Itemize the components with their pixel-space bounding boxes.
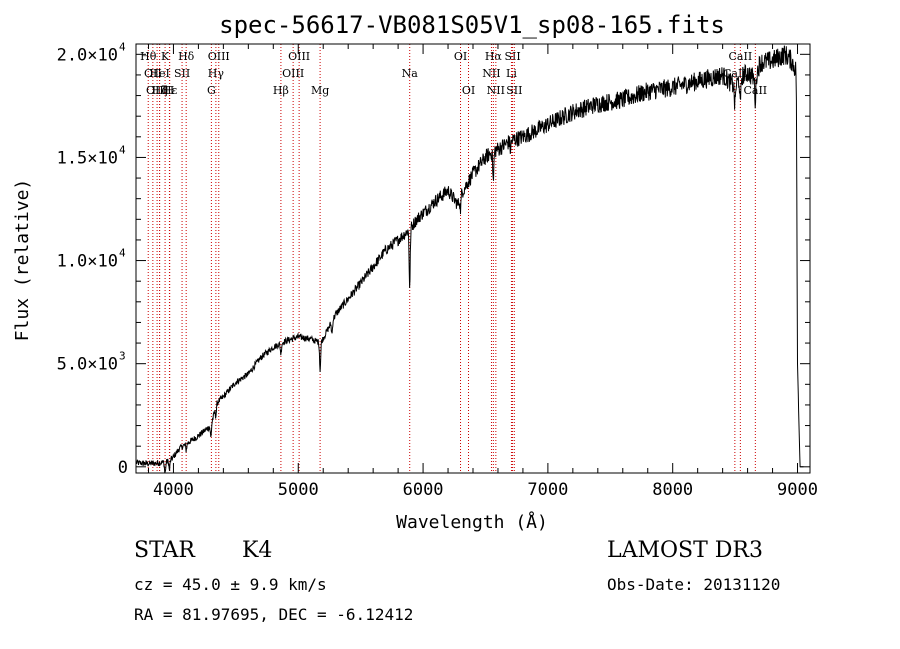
line-marker-label: Mg (311, 84, 329, 97)
line-marker-label: OIII (208, 50, 230, 63)
object-subclass: K4 (242, 538, 273, 563)
x-tick-label: 7000 (527, 480, 568, 500)
plot-frame (135, 43, 811, 474)
line-marker-label: Hγ (208, 67, 225, 80)
x-tick-label: 9000 (777, 480, 818, 500)
y-tick-label: 2.0×10 (57, 45, 118, 65)
obs-date-text: Obs-Date: 20131120 (607, 575, 781, 594)
y-tick-label: 5.0×10 (57, 355, 118, 375)
object-class: STAR (134, 538, 195, 563)
line-marker-label: OIII (282, 67, 304, 80)
line-marker-label: OIII (288, 50, 310, 63)
redshift-text: cz = 45.0 ± 9.9 km/s (134, 575, 327, 594)
x-axis-ticks: 4000 5000 6000 7000 8000 9000 (147, 44, 818, 500)
line-marker-label: OI (462, 84, 475, 97)
line-marker-label: Li (506, 67, 517, 80)
y-tick-exponent: 3 (119, 350, 126, 363)
x-tick-label: 8000 (652, 480, 693, 500)
line-marker-label: SII (504, 50, 520, 63)
survey-name: LAMOST DR3 (607, 538, 763, 563)
line-marker-label: Hδ (178, 50, 195, 63)
y-tick-exponent: 4 (119, 143, 126, 156)
y-tick-exponent: 4 (119, 40, 126, 53)
line-marker-label: SII (506, 84, 522, 97)
y-tick-label: 0 (118, 458, 128, 478)
line-marker-label: OII (144, 67, 162, 80)
line-marker-label: HeI (149, 67, 169, 80)
y-tick-exponent: 4 (119, 247, 126, 260)
line-marker-label: NII (482, 67, 500, 80)
x-tick-label: 4000 (153, 480, 194, 500)
line-marker-label: Hε (162, 84, 178, 97)
spectrum-line (135, 45, 804, 473)
line-marker-label: H (165, 84, 175, 97)
x-tick-label: 5000 (278, 480, 319, 500)
x-axis-label: Wavelength (Å) (396, 511, 548, 533)
line-marker-label: NII (487, 84, 505, 97)
x-tick-label: 6000 (403, 480, 444, 500)
line-marker-label: Hθ (140, 50, 157, 63)
line-marker-label: G (207, 84, 216, 97)
y-tick-label: 1.0×10 (57, 252, 118, 272)
y-axis-ticks: 05.0×10 31.0×10 41.5×10 42.0×10 4 (57, 40, 810, 478)
line-marker-label: CaII (729, 50, 753, 63)
y-axis-label: Flux (relative) (12, 179, 33, 342)
line-marker-label: Hβ (273, 84, 289, 97)
line-marker-label: OIII (146, 84, 168, 97)
coords-text: RA = 81.97695, DEC = -6.12412 (134, 605, 414, 624)
y-tick-label: 1.5×10 (57, 148, 118, 168)
line-marker-label: Hζ (152, 84, 168, 97)
line-marker-label: Na (402, 67, 419, 80)
line-marker-label: Hα (485, 50, 503, 63)
chart-title: spec-56617-VB081S05V1_sp08-165.fits (219, 11, 725, 39)
line-marker-label: SII (174, 67, 190, 80)
line-marker-label: K (161, 50, 170, 63)
line-marker-label: OI (454, 50, 467, 63)
